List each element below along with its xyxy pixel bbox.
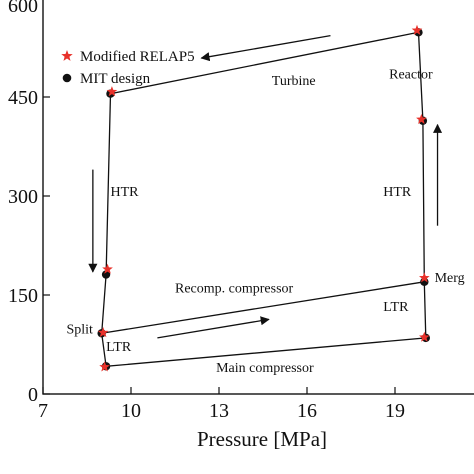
x-tick-label: 19 [385, 400, 405, 422]
annotation-label: Merg [435, 271, 465, 286]
x-axis-title: Pressure [MPa] [197, 427, 327, 451]
relap5-point [106, 86, 118, 97]
annotation-label: HTR [383, 185, 412, 200]
recomp-compressor-line [101, 281, 425, 334]
legend-label-mit: MIT design [80, 71, 151, 87]
x-tick-label: 7 [38, 400, 48, 422]
flow-arrow [200, 34, 331, 62]
relap5-point [411, 24, 423, 35]
annotation-label: LTR [106, 340, 132, 355]
relap5-point [416, 113, 427, 124]
relap5-point [97, 327, 109, 338]
relap5-point [99, 361, 110, 372]
annotations: Turbine Reactor HTR HTR Recomp. compressor Me… [66, 68, 464, 377]
y-tick-label: 600 [8, 0, 38, 17]
legend-star-icon [61, 50, 73, 61]
relap5-markers [97, 24, 430, 372]
y-axis-ticks: 0 150 300 450 600 [8, 0, 50, 406]
relap5-point [419, 331, 430, 342]
relap5-point [419, 272, 430, 283]
annotation-label: Split [66, 322, 93, 337]
annotation-label: HTR [110, 185, 139, 200]
y-tick-label: 150 [8, 285, 38, 307]
annotation-label: Reactor [389, 68, 433, 83]
annotation-label: Main compressor [216, 361, 314, 376]
flow-arrows [88, 34, 443, 339]
x-axis-ticks: 7 10 13 16 19 [38, 387, 405, 422]
cycle-path-line [101, 31, 427, 368]
y-tick-label: 450 [8, 87, 38, 109]
flow-arrow [157, 316, 270, 339]
relap5-point [102, 263, 113, 274]
y-tick-label: 0 [28, 384, 38, 406]
annotation-label: Turbine [272, 74, 316, 89]
y-tick-label: 300 [8, 186, 38, 208]
mit-design-point [101, 270, 111, 279]
legend-label-relap5: Modified RELAP5 [80, 49, 195, 65]
annotation-label: Recomp. compressor [175, 281, 294, 296]
legend: Modified RELAP5 MIT design [61, 49, 195, 87]
x-tick-label: 16 [297, 400, 317, 422]
x-tick-label: 10 [121, 400, 141, 422]
annotation-label: LTR [383, 300, 409, 315]
legend-circle-icon [62, 73, 72, 83]
x-tick-label: 13 [209, 400, 229, 422]
